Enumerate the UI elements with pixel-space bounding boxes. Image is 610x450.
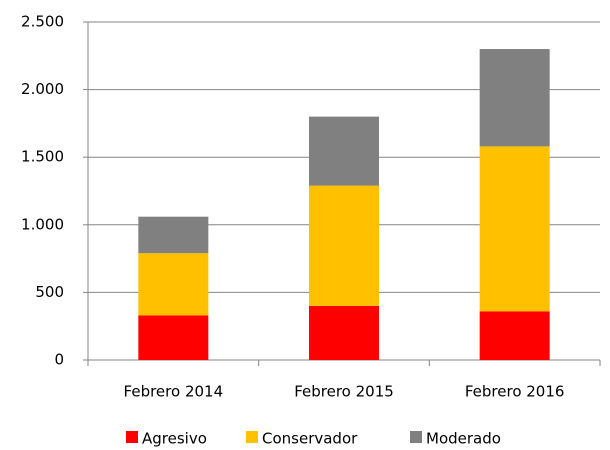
bar-segment xyxy=(138,315,209,360)
bar-segment xyxy=(309,305,379,360)
legend-swatch xyxy=(410,431,422,443)
legend-label: Agresivo xyxy=(142,430,207,448)
y-tick-label: 2.500 xyxy=(21,13,64,31)
bar-segment xyxy=(479,49,550,147)
bar-segment xyxy=(138,253,209,316)
legend-swatch xyxy=(246,431,258,443)
y-tick-label: 1.500 xyxy=(21,148,64,166)
y-tick-label: 2.000 xyxy=(21,80,64,98)
bar-segment xyxy=(309,185,379,306)
legend-swatch xyxy=(126,431,138,443)
y-tick-label: 500 xyxy=(35,283,64,301)
x-tick-label: Febrero 2015 xyxy=(294,383,394,401)
legend-label: Moderado xyxy=(426,430,501,448)
bar-segment xyxy=(138,216,209,254)
bar-segment xyxy=(479,311,550,360)
x-tick-label: Febrero 2014 xyxy=(124,383,224,401)
x-tick-label: Febrero 2016 xyxy=(465,383,565,401)
bar-segment xyxy=(479,146,550,312)
bar-segment xyxy=(309,116,379,186)
y-tick-label: 0 xyxy=(54,351,64,369)
legend-label: Conservador xyxy=(262,430,358,448)
y-tick-label: 1.000 xyxy=(21,215,64,233)
